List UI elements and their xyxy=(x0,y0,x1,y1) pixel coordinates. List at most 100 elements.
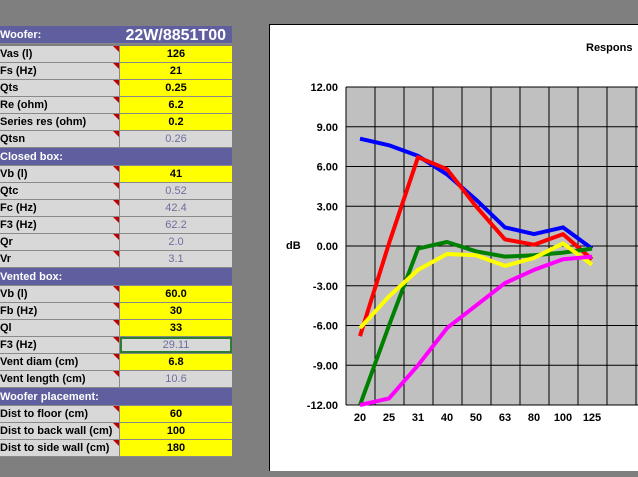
param-value-cell[interactable]: 2.0 xyxy=(120,234,232,250)
comment-marker-icon[interactable] xyxy=(113,166,119,172)
series-line-2 xyxy=(358,240,593,406)
param-row: Fs (Hz) 21 xyxy=(0,63,232,80)
comment-marker-icon[interactable] xyxy=(113,371,119,377)
param-label: Vent diam (cm) xyxy=(0,354,120,370)
param-value-cell[interactable]: 41 xyxy=(120,166,232,182)
comment-marker-icon[interactable] xyxy=(113,114,119,120)
comment-marker-icon[interactable] xyxy=(113,217,119,223)
chart-svg: 12.00 9.00 6.00 3.00 0.00 -3.00 -6.00 -9.00 -12.… xyxy=(286,42,638,424)
param-value-cell[interactable]: 6.2 xyxy=(120,97,232,113)
closed-header: Closed box: xyxy=(0,148,232,166)
param-value-cell[interactable]: 60.0 xyxy=(120,286,232,302)
param-value-cell[interactable]: 30 xyxy=(120,303,232,319)
comment-marker-icon[interactable] xyxy=(113,251,119,257)
y-tick-label: -6.00 xyxy=(313,321,338,333)
y-tick-label: 9.00 xyxy=(317,122,338,134)
param-value-cell[interactable]: 62.2 xyxy=(120,217,232,233)
param-row: Vent diam (cm) 6.8 xyxy=(0,354,232,371)
param-label: Qr xyxy=(0,234,120,250)
param-row: Vb (l) 60.0 xyxy=(0,286,232,303)
comment-marker-icon[interactable] xyxy=(113,97,119,103)
param-row: Vr 3.1 xyxy=(0,251,232,268)
param-value-cell[interactable]: 60 xyxy=(120,406,232,422)
series-line-4 xyxy=(359,254,593,407)
placement-header: Woofer placement: xyxy=(0,388,232,406)
param-label: Qtc xyxy=(0,183,120,199)
param-label: Vas (l) xyxy=(0,46,120,62)
x-tick-label: 100 xyxy=(554,412,572,424)
param-row: Dist to back wall (cm) 100 xyxy=(0,423,232,440)
y-tick-label: 3.00 xyxy=(317,201,338,213)
param-row: Vb (l) 41 xyxy=(0,166,232,183)
param-row: Qr 2.0 xyxy=(0,234,232,251)
x-tick-label: 25 xyxy=(383,412,395,424)
x-tick-label: 40 xyxy=(441,412,453,424)
section-label: Closed box: xyxy=(0,151,63,163)
comment-marker-icon[interactable] xyxy=(113,234,119,240)
x-tick-label: 63 xyxy=(499,412,511,424)
comment-marker-icon[interactable] xyxy=(113,131,119,137)
param-label: Re (ohm) xyxy=(0,97,120,113)
series-line-1 xyxy=(358,155,594,337)
comment-marker-icon[interactable] xyxy=(113,354,119,360)
param-value-cell[interactable]: 42.4 xyxy=(120,200,232,216)
param-label: Vb (l) xyxy=(0,286,120,302)
comment-marker-icon[interactable] xyxy=(113,303,119,309)
comment-marker-icon[interactable] xyxy=(113,200,119,206)
param-label: Vent length (cm) xyxy=(0,371,120,387)
param-value-cell[interactable]: 0.2 xyxy=(120,114,232,130)
param-label: Dist to side wall (cm) xyxy=(0,440,120,456)
param-value-cell[interactable]: 29.11 xyxy=(120,337,232,353)
section-label: Vented box: xyxy=(0,271,63,283)
param-row: Dist to side wall (cm) 180 xyxy=(0,440,232,457)
param-value-cell[interactable]: 0.25 xyxy=(120,80,232,96)
param-label: Fs (Hz) xyxy=(0,63,120,79)
param-row: Vas (l) 126 xyxy=(0,46,232,63)
comment-marker-icon[interactable] xyxy=(113,406,119,412)
y-tick-label: -12.00 xyxy=(307,400,338,412)
x-tick-label: 31 xyxy=(412,412,424,424)
y-tick-label: -3.00 xyxy=(313,281,338,293)
response-chart[interactable]: 12.00 9.00 6.00 3.00 0.00 -3.00 -6.00 -9.00 -12.… xyxy=(269,24,638,471)
woofer-model: 22W/8851T00 xyxy=(125,27,226,44)
chart-title: Respons xyxy=(586,42,632,54)
param-value-cell[interactable]: 6.8 xyxy=(120,354,232,370)
param-value-cell[interactable]: 180 xyxy=(120,440,232,456)
section-label: Woofer: xyxy=(0,29,42,41)
comment-marker-icon[interactable] xyxy=(113,80,119,86)
param-value-cell[interactable]: 3.1 xyxy=(120,251,232,267)
toolbar-strip xyxy=(0,0,638,26)
comment-marker-icon[interactable] xyxy=(113,286,119,292)
param-value-cell[interactable]: 0.52 xyxy=(120,183,232,199)
vented-header: Vented box: xyxy=(0,268,232,286)
comment-marker-icon[interactable] xyxy=(113,423,119,429)
param-value-cell[interactable]: 21 xyxy=(120,63,232,79)
param-value-cell[interactable]: 10.6 xyxy=(120,371,232,387)
param-value-cell[interactable]: 33 xyxy=(120,320,232,336)
x-tick-label: 125 xyxy=(583,412,601,424)
param-row: Qts 0.25 xyxy=(0,80,232,97)
y-tick-label: 0.00 xyxy=(317,241,338,253)
param-label: Qtsn xyxy=(0,131,120,147)
parameter-table: Woofer: 22W/8851T00 Vas (l) 126 Fs (Hz) 21 Qts… xyxy=(0,26,233,457)
param-row: Re (ohm) 6.2 xyxy=(0,97,232,114)
comment-marker-icon[interactable] xyxy=(113,320,119,326)
comment-marker-icon[interactable] xyxy=(113,337,119,343)
param-label: Series res (ohm) xyxy=(0,114,120,130)
param-row: Qtsn 0.26 xyxy=(0,131,232,148)
x-tick-label: 80 xyxy=(528,412,540,424)
comment-marker-icon[interactable] xyxy=(113,440,119,446)
param-label: Dist to floor (cm) xyxy=(0,406,120,422)
comment-marker-icon[interactable] xyxy=(113,63,119,69)
comment-marker-icon[interactable] xyxy=(113,183,119,189)
x-tick-label: 50 xyxy=(470,412,482,424)
series-line-0 xyxy=(359,136,594,251)
x-tick-label: 20 xyxy=(354,412,366,424)
param-value-cell[interactable]: 100 xyxy=(120,423,232,439)
param-value-cell[interactable]: 0.26 xyxy=(120,131,232,147)
param-row: Series res (ohm) 0.2 xyxy=(0,114,232,131)
param-row: Ql 33 xyxy=(0,320,232,337)
param-label: Qts xyxy=(0,80,120,96)
param-value-cell[interactable]: 126 xyxy=(120,46,232,62)
comment-marker-icon[interactable] xyxy=(113,46,119,52)
